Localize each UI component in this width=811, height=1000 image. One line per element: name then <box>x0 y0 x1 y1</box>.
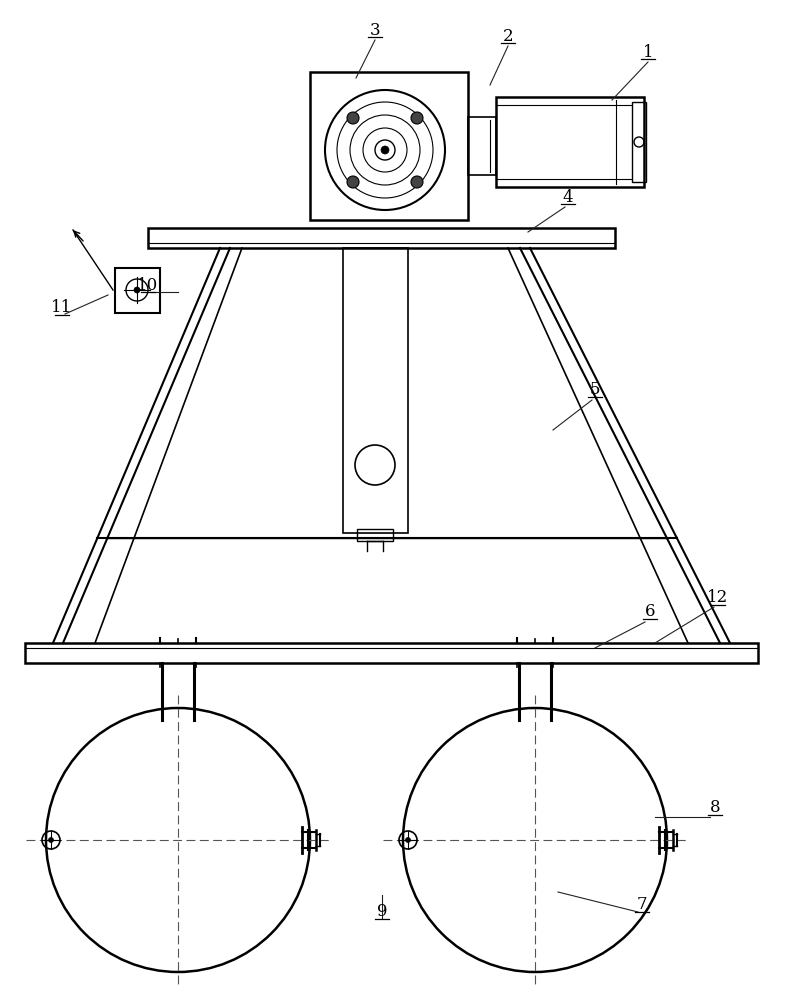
Bar <box>342 248 407 533</box>
Text: 10: 10 <box>137 276 158 294</box>
Text: 7: 7 <box>636 896 646 913</box>
Bar <box>631 102 646 182</box>
Circle shape <box>410 176 423 188</box>
Text: 8: 8 <box>709 799 719 816</box>
Circle shape <box>134 287 139 293</box>
Bar <box>467 117 496 175</box>
Text: 3: 3 <box>369 22 380 39</box>
Bar <box>357 529 393 541</box>
Text: 11: 11 <box>51 300 72 316</box>
Bar <box>25 643 757 663</box>
Circle shape <box>405 837 410 842</box>
Bar <box>310 72 467 220</box>
Circle shape <box>346 112 358 124</box>
Circle shape <box>49 837 54 842</box>
Bar <box>148 228 614 248</box>
Text: 9: 9 <box>376 903 387 920</box>
Circle shape <box>410 112 423 124</box>
Circle shape <box>346 176 358 188</box>
Bar <box>496 97 643 187</box>
Text: 12: 12 <box>706 589 727 606</box>
Text: 2: 2 <box>502 28 513 45</box>
Text: 1: 1 <box>642 44 653 61</box>
Bar <box>115 268 160 313</box>
Text: 5: 5 <box>589 381 599 398</box>
Circle shape <box>380 146 388 154</box>
Text: 4: 4 <box>562 189 573 206</box>
Text: 6: 6 <box>644 603 654 620</box>
